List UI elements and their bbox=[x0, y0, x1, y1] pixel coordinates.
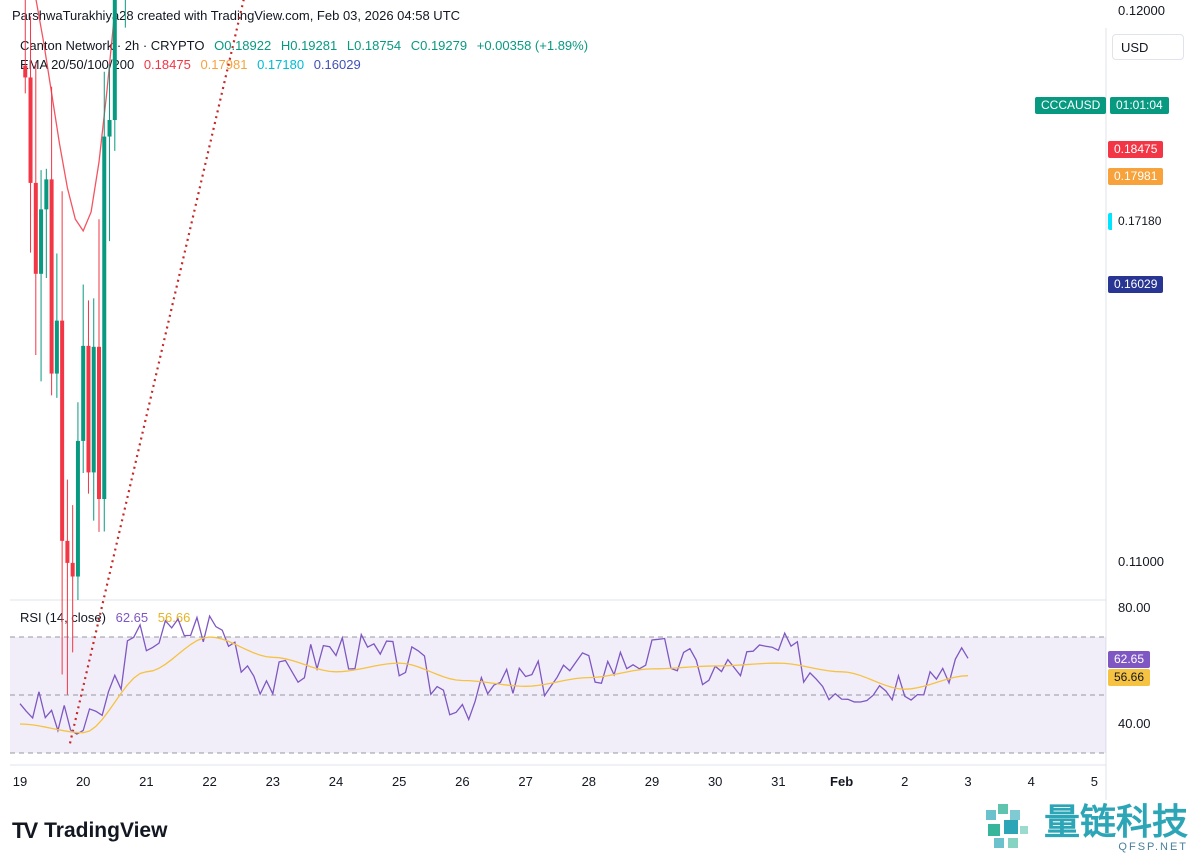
time-axis-label: 5 bbox=[1090, 774, 1099, 789]
time-axis-label: 24 bbox=[328, 774, 344, 789]
time-axis-label: 23 bbox=[265, 774, 281, 789]
candle-body bbox=[91, 346, 96, 473]
candle-body bbox=[49, 179, 54, 374]
rsi-value: 62.65 bbox=[115, 610, 149, 625]
ema200-value: 0.16029 bbox=[313, 57, 361, 72]
candle-body bbox=[23, 65, 28, 78]
time-axis-label: 21 bbox=[139, 774, 154, 789]
candle-body bbox=[107, 120, 112, 137]
time-axis-label: 26 bbox=[455, 774, 470, 789]
candle-body bbox=[65, 540, 70, 563]
time-axis-label: 30 bbox=[707, 774, 723, 789]
ema-legend: EMA 20/50/100/200 0.18475 0.17981 0.1718… bbox=[20, 57, 367, 72]
candle-body bbox=[75, 440, 80, 577]
price-tag-countdown: 01:01:04 bbox=[1110, 97, 1169, 114]
close-value: C0.19279 bbox=[410, 38, 468, 53]
watermark-cn-text: 量链科技 bbox=[1044, 801, 1189, 842]
time-axis-label: 29 bbox=[644, 774, 660, 789]
ema100-value: 0.17180 bbox=[257, 57, 305, 72]
time-axis-label: 3 bbox=[964, 774, 972, 789]
rsi-axis-label: 80.00 bbox=[1118, 600, 1151, 615]
ema100-tag: 0.17180 bbox=[1108, 213, 1168, 230]
rsi-ma-line bbox=[19, 636, 969, 734]
time-axis-label: 31 bbox=[771, 774, 786, 789]
time-axis-label: 27 bbox=[518, 774, 533, 789]
ema200-tag: 0.16029 bbox=[1108, 276, 1164, 293]
time-axis-label: 19 bbox=[12, 774, 28, 789]
ema50-tag: 0.17981 bbox=[1108, 168, 1164, 185]
candle-body bbox=[81, 345, 86, 441]
rsi-label[interactable]: RSI (14, close) bbox=[20, 610, 106, 625]
price-tag-ticker: CCCAUSD bbox=[1035, 97, 1107, 114]
candle-body bbox=[86, 345, 91, 473]
symbol-name[interactable]: Canton Network · 2h · CRYPTO bbox=[20, 38, 205, 53]
open-value: O0.18922 bbox=[214, 38, 272, 53]
rsi-tag: 62.65 bbox=[1108, 651, 1151, 668]
tradingview-name: TradingView bbox=[44, 819, 168, 842]
candle-body bbox=[60, 320, 65, 541]
ema20-tag: 0.18475 bbox=[1108, 141, 1164, 158]
ema20-line bbox=[35, 0, 117, 233]
candle-body bbox=[33, 182, 38, 274]
candle-body bbox=[44, 179, 49, 210]
time-axis-label: 28 bbox=[581, 774, 597, 789]
time-axis-label: Feb bbox=[830, 774, 854, 789]
time-axis-label: 2 bbox=[901, 774, 909, 789]
price-axis-label: 0.12000 bbox=[1118, 2, 1165, 18]
low-value: L0.18754 bbox=[346, 38, 402, 53]
candle-body bbox=[54, 320, 59, 374]
currency-button[interactable]: USD bbox=[1112, 34, 1184, 60]
watermark-logo-icon bbox=[986, 804, 1028, 848]
tradingview-logo[interactable]: TV TradingView bbox=[12, 818, 167, 844]
time-axis-label: 22 bbox=[202, 774, 217, 789]
candle-body bbox=[112, 0, 117, 121]
candle-body bbox=[102, 136, 107, 500]
candle-body bbox=[39, 209, 44, 274]
time-axis-label: 20 bbox=[75, 774, 91, 789]
rsi-axis-label: 40.00 bbox=[1118, 716, 1151, 731]
tradingview-logo-icon: TV bbox=[12, 818, 38, 843]
rsi-ma-tag: 56.66 bbox=[1108, 669, 1151, 686]
high-value: H0.19281 bbox=[280, 38, 338, 53]
change-value: +0.00358 (+1.89%) bbox=[476, 38, 589, 53]
time-axis-label: 4 bbox=[1027, 774, 1035, 789]
price-axis-label: 0.11000 bbox=[1118, 553, 1165, 569]
candle-body bbox=[70, 562, 75, 577]
candle-body bbox=[97, 346, 101, 500]
watermark: 量链科技 QFSP.NET bbox=[980, 800, 1188, 856]
ema20-value: 0.18475 bbox=[143, 57, 191, 72]
ema50-value: 0.17981 bbox=[200, 57, 248, 72]
symbol-legend: Canton Network · 2h · CRYPTO O0.18922 H0… bbox=[20, 38, 594, 53]
watermark-domain: QFSP.NET bbox=[1118, 841, 1189, 853]
ema-label[interactable]: EMA 20/50/100/200 bbox=[20, 57, 135, 72]
candle-body bbox=[28, 77, 33, 183]
time-axis-label: 25 bbox=[391, 774, 407, 789]
chart-caption: ParshwaTurakhiya28 created with TradingV… bbox=[12, 8, 461, 23]
trend-line bbox=[68, 0, 245, 744]
rsi-line bbox=[19, 614, 969, 735]
